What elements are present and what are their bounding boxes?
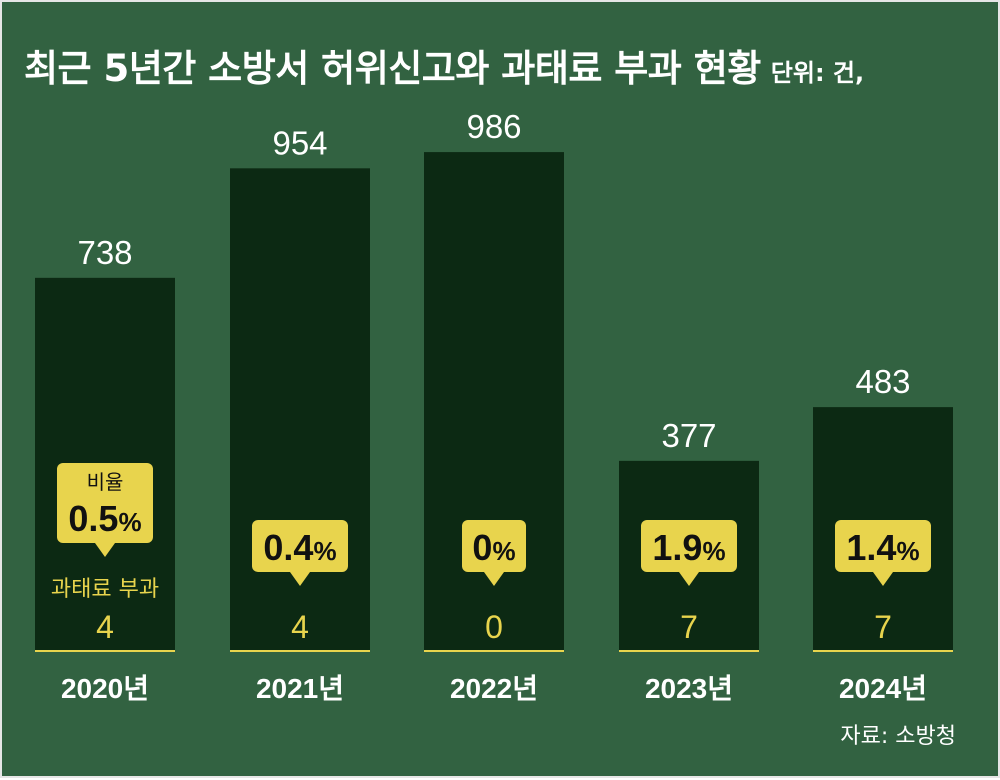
ratio-callout-1 — [57, 463, 153, 543]
ratio-value-1: 0.5 — [68, 498, 118, 539]
year-label-3: 2022년 — [450, 673, 538, 704]
value-label-2: 954 — [272, 124, 327, 161]
value-label-3: 986 — [466, 108, 521, 145]
ratio-callout-pointer-2 — [290, 572, 310, 586]
ratio-label-5: 1.4% — [846, 527, 919, 568]
ratio-label-2: 0.4% — [263, 527, 336, 568]
ratio-percent-sign-5: % — [896, 536, 919, 566]
fine-count-label-1: 4 — [96, 609, 114, 645]
chart-title-block: 최근 5년간 소방서 허위신고와 과태료 부과 현황 단위: 건, — [24, 38, 864, 92]
ratio-label-1: 0.5% — [68, 498, 141, 539]
ratio-percent-sign-3: % — [492, 536, 515, 566]
ratio-callout-pointer-5 — [873, 572, 893, 586]
ratio-caption: 비율 — [87, 470, 124, 494]
value-label-5: 483 — [855, 363, 910, 400]
ratio-value-3: 0 — [472, 527, 492, 568]
ratio-callout-2 — [252, 520, 348, 572]
fine-count-label-3: 0 — [485, 609, 503, 645]
ratio-callout-4 — [641, 520, 737, 572]
year-label-5: 2024년 — [839, 673, 927, 704]
fine-legend-label: 과태료 부과 — [51, 577, 159, 602]
unit-label: 단위: 건, — [770, 59, 865, 87]
ratio-value-5: 1.4 — [846, 527, 896, 568]
ratio-percent-sign-1: % — [118, 507, 141, 537]
year-label-4: 2023년 — [645, 673, 733, 704]
value-label-4: 377 — [661, 417, 716, 454]
year-label-2: 2021년 — [256, 673, 344, 704]
fine-count-label-2: 4 — [291, 609, 309, 645]
ratio-label-3: 0% — [472, 527, 515, 568]
source-label: 자료: 소방청 — [840, 724, 956, 749]
ratio-value-4: 1.9 — [652, 527, 702, 568]
ratio-callout-pointer-3 — [484, 572, 504, 586]
ratio-callout-5 — [835, 520, 931, 572]
fine-count-label-4: 7 — [680, 609, 698, 645]
ratio-callout-3 — [462, 520, 526, 572]
ratio-percent-sign-2: % — [313, 536, 336, 566]
ratio-percent-sign-4: % — [702, 536, 725, 566]
fine-count-label-5: 7 — [874, 609, 892, 645]
ratio-callout-pointer-4 — [679, 572, 699, 586]
ratio-label-4: 1.9% — [652, 527, 725, 568]
value-label-1: 738 — [77, 234, 132, 271]
ratio-callout-pointer-1 — [95, 543, 115, 557]
ratio-value-2: 0.4 — [263, 527, 313, 568]
chart-title: 최근 5년간 소방서 허위신고와 과태료 부과 현황 — [24, 47, 761, 90]
year-label-1: 2020년 — [61, 673, 149, 704]
